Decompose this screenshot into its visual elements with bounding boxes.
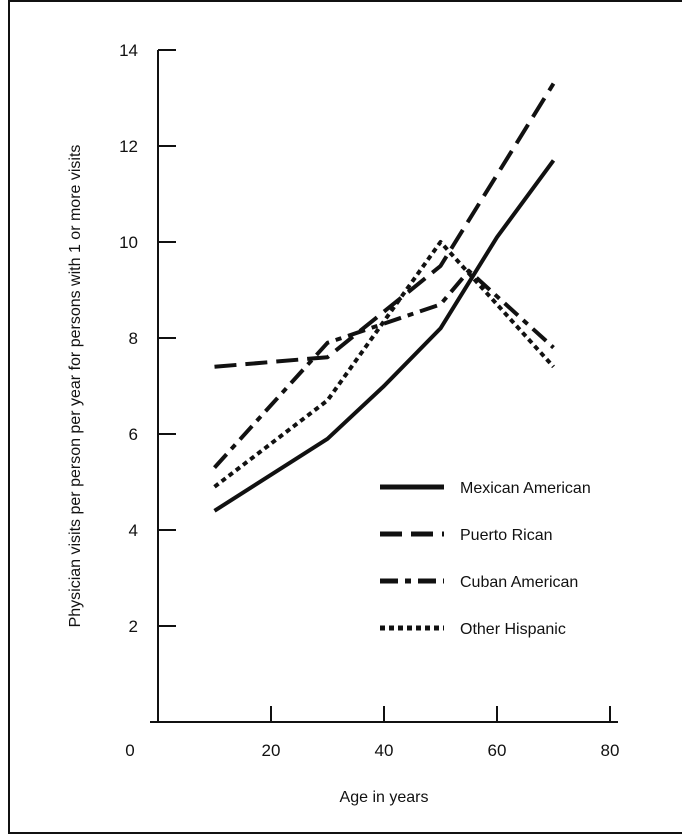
x-tick-label: 40 xyxy=(375,741,394,760)
x-tick-label: 20 xyxy=(262,741,281,760)
series-line-mexican-american xyxy=(213,159,556,513)
y-axis-label: Physician visits per person per year for… xyxy=(67,145,84,628)
y-tick-label: 8 xyxy=(129,329,138,348)
x-ticks: 0 20 40 60 80 xyxy=(125,706,619,760)
y-tick-label: 10 xyxy=(119,233,138,252)
x-tick-label: 80 xyxy=(601,741,620,760)
y-tick-label: 12 xyxy=(119,137,138,156)
x-axis-label: Age in years xyxy=(340,789,429,806)
series-lines xyxy=(213,82,556,513)
y-tick-label: 14 xyxy=(119,41,138,60)
legend-label: Other Hispanic xyxy=(460,621,566,638)
legend-label: Puerto Rican xyxy=(460,527,553,544)
y-tick-label: 4 xyxy=(129,521,138,540)
y-tick-label: 6 xyxy=(129,425,138,444)
series-line-puerto-rican xyxy=(214,82,556,369)
chart-frame xyxy=(8,0,682,834)
y-ticks: 2 4 6 8 10 12 14 xyxy=(119,41,176,636)
x-tick-label: 60 xyxy=(488,741,507,760)
legend-label: Cuban American xyxy=(460,574,578,591)
y-tick-label: 2 xyxy=(129,617,138,636)
x-tick-label: 0 xyxy=(125,741,134,760)
series-line-cuban-american xyxy=(213,268,555,469)
legend: Mexican American Puerto Rican Cuban Americ… xyxy=(380,480,591,638)
legend-label: Mexican American xyxy=(460,480,591,497)
